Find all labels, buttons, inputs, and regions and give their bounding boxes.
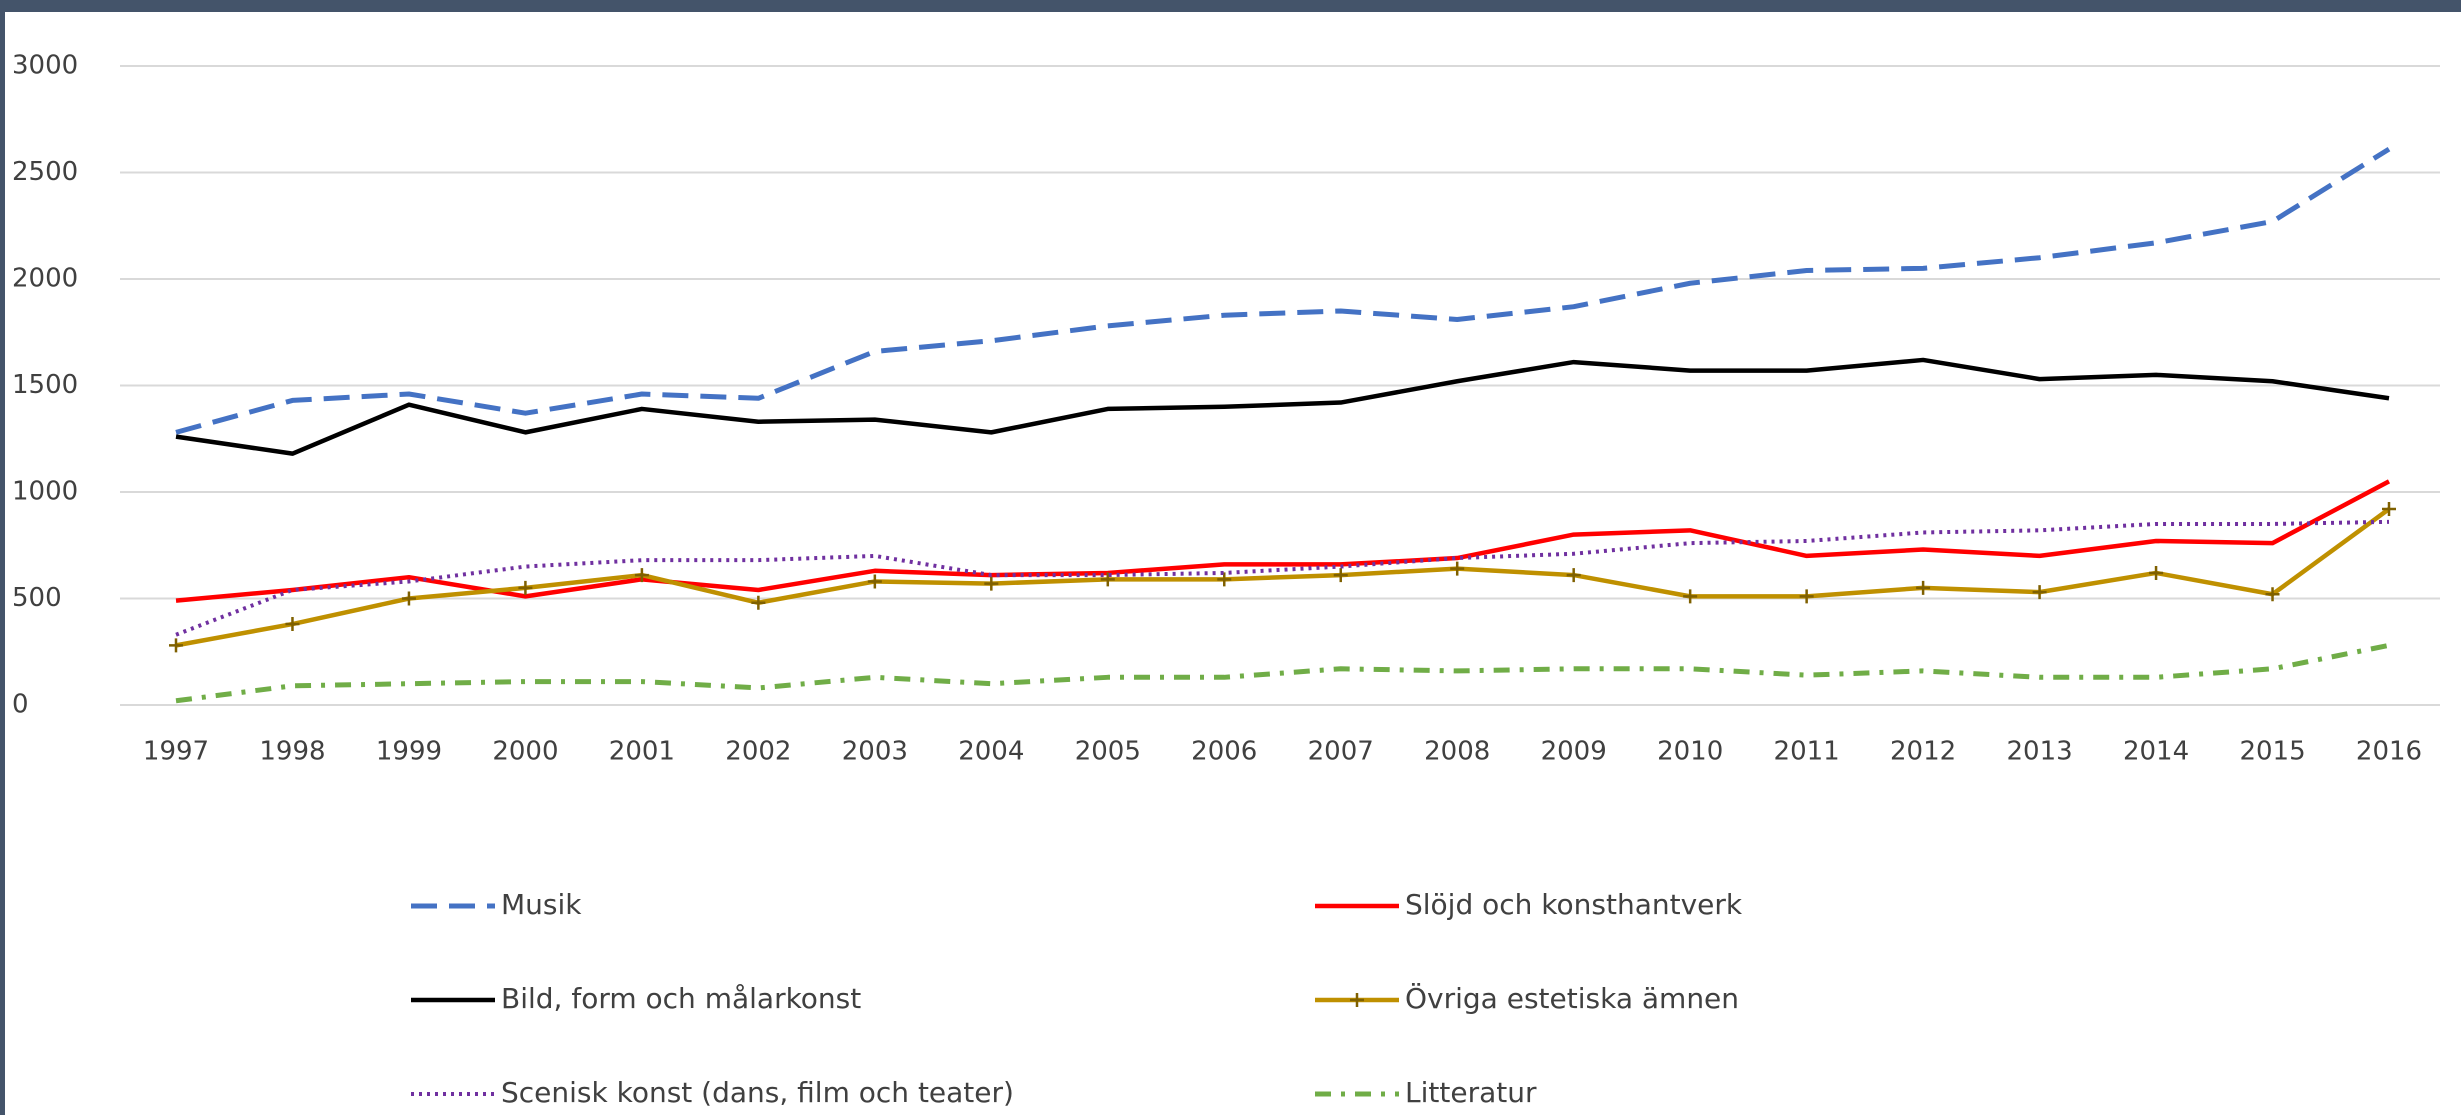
marker — [401, 591, 416, 606]
x-tick-label: 2005 — [1075, 737, 1141, 767]
legend-marker — [1350, 993, 1364, 1007]
series-line — [175, 507, 2391, 648]
x-tick-label: 2016 — [2356, 737, 2422, 767]
x-tick-label: 2011 — [1774, 737, 1840, 767]
y-tick-label: 3000 — [12, 51, 78, 81]
marker — [1450, 561, 1465, 576]
x-tick-label: 1999 — [376, 737, 442, 767]
marker — [1683, 589, 1698, 604]
legend-label: Övriga estetiska ämnen — [1405, 981, 1739, 1015]
marker — [634, 568, 649, 583]
x-tick-label: 2013 — [2006, 737, 2072, 767]
y-tick-label: 2000 — [12, 264, 78, 294]
x-tick-label: 2004 — [958, 737, 1024, 767]
legend-label: Scenisk konst (dans, film och teater) — [501, 1076, 1014, 1109]
frame-top — [0, 0, 2461, 12]
legend-label: Litteratur — [1405, 1076, 1537, 1109]
y-tick-label: 1500 — [12, 370, 78, 400]
marker — [1566, 568, 1581, 583]
marker — [1217, 572, 1232, 587]
x-tick-label: 1997 — [143, 737, 209, 767]
marker — [2149, 565, 2164, 580]
x-tick-label: 2006 — [1191, 737, 1257, 767]
marker — [984, 576, 999, 591]
marker — [2382, 502, 2396, 517]
marker — [867, 574, 882, 589]
y-tick-label: 1000 — [12, 477, 78, 507]
x-tick-label: 2002 — [725, 737, 791, 767]
marker — [1916, 580, 1931, 595]
y-tick-label: 2500 — [12, 157, 78, 187]
legend-label: Musik — [501, 888, 582, 921]
marker — [2265, 587, 2280, 602]
marker — [751, 595, 766, 610]
x-tick-label: 2008 — [1424, 737, 1490, 767]
y-tick-label: 500 — [12, 583, 62, 613]
series-line — [175, 357, 2390, 456]
series-line — [175, 479, 2391, 603]
marker — [2032, 585, 2047, 600]
x-tick-label: 2003 — [842, 737, 908, 767]
series-line — [175, 146, 2391, 435]
y-tick-label: 0 — [12, 690, 29, 720]
x-tick-label: 2012 — [1890, 737, 1956, 767]
x-tick-label: 2000 — [492, 737, 558, 767]
x-tick-label: 2014 — [2123, 737, 2189, 767]
marker — [1333, 568, 1348, 583]
series-line — [175, 519, 2390, 637]
x-tick-label: 2010 — [1657, 737, 1723, 767]
series-line — [175, 642, 2390, 704]
marker — [285, 617, 300, 632]
x-tick-label: 1998 — [259, 737, 325, 767]
marker — [1100, 572, 1115, 587]
frame-left — [0, 0, 5, 1115]
x-tick-label: 2015 — [2239, 737, 2305, 767]
x-tick-label: 2001 — [609, 737, 675, 767]
x-tick-label: 2009 — [1541, 737, 1607, 767]
legend-label: Slöjd och konsthantverk — [1405, 888, 1743, 921]
marker — [169, 638, 183, 653]
marker — [1799, 589, 1814, 604]
x-tick-label: 2007 — [1308, 737, 1374, 767]
legend-label: Bild, form och målarkonst — [501, 982, 861, 1015]
marker — [518, 580, 533, 595]
